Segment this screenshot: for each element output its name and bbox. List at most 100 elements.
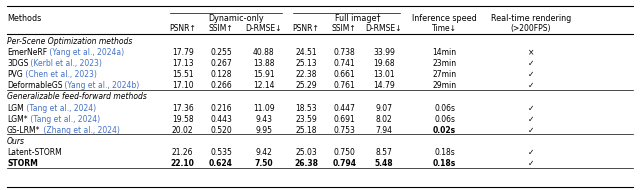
Text: 0.661: 0.661 — [333, 70, 355, 79]
Text: Methods: Methods — [7, 14, 42, 23]
Text: (Tang et al., 2024): (Tang et al., 2024) — [24, 104, 96, 112]
Text: 14min: 14min — [433, 48, 456, 57]
Text: 21.26: 21.26 — [172, 148, 193, 157]
Text: (Yang et al., 2024a): (Yang et al., 2024a) — [47, 48, 124, 57]
Text: 26.38: 26.38 — [294, 159, 318, 168]
Text: Inference speed: Inference speed — [412, 14, 477, 23]
Text: 0.443: 0.443 — [210, 115, 232, 124]
Text: 12.14: 12.14 — [253, 81, 275, 90]
Text: Full image†: Full image† — [335, 14, 380, 23]
Text: 0.255: 0.255 — [210, 48, 232, 57]
Text: 0.520: 0.520 — [210, 126, 232, 135]
Text: Generalizable feed-forward methods: Generalizable feed-forward methods — [7, 92, 147, 101]
Text: 8.57: 8.57 — [376, 148, 392, 157]
Text: (Kerbl et al., 2023): (Kerbl et al., 2023) — [28, 59, 102, 68]
Text: (Tang et al., 2024): (Tang et al., 2024) — [28, 115, 100, 124]
Text: D-RMSE↓: D-RMSE↓ — [246, 24, 282, 33]
Text: 22.10: 22.10 — [171, 159, 195, 168]
Text: 25.18: 25.18 — [295, 126, 317, 135]
Text: 0.267: 0.267 — [210, 59, 232, 68]
Text: LGM*: LGM* — [7, 115, 28, 124]
Text: 9.43: 9.43 — [255, 115, 272, 124]
Text: ✓: ✓ — [527, 159, 534, 168]
Text: 0.741: 0.741 — [333, 59, 355, 68]
Text: 5.48: 5.48 — [374, 159, 393, 168]
Text: 0.447: 0.447 — [333, 104, 355, 112]
Text: 23.59: 23.59 — [295, 115, 317, 124]
Text: SSIM↑: SSIM↑ — [332, 24, 356, 33]
Text: 0.753: 0.753 — [333, 126, 355, 135]
Text: 0.216: 0.216 — [210, 104, 232, 112]
Text: 25.13: 25.13 — [295, 59, 317, 68]
Text: 40.88: 40.88 — [253, 48, 275, 57]
Text: 14.79: 14.79 — [373, 81, 395, 90]
Text: (Zhang et al., 2024): (Zhang et al., 2024) — [40, 126, 120, 135]
Text: 19.58: 19.58 — [172, 115, 193, 124]
Text: Per-Scene Optimization methods: Per-Scene Optimization methods — [7, 37, 132, 46]
Text: 22.38: 22.38 — [295, 70, 317, 79]
Text: 17.79: 17.79 — [172, 48, 193, 57]
Text: 13.88: 13.88 — [253, 59, 275, 68]
Text: LGM: LGM — [7, 104, 24, 112]
Text: 19.68: 19.68 — [373, 59, 395, 68]
Text: 0.06s: 0.06s — [434, 115, 455, 124]
Text: 0.738: 0.738 — [333, 48, 355, 57]
Text: (Yang et al., 2024b): (Yang et al., 2024b) — [63, 81, 140, 90]
Text: 0.18s: 0.18s — [434, 148, 455, 157]
Text: 11.09: 11.09 — [253, 104, 275, 112]
Text: ✓: ✓ — [527, 115, 534, 124]
Text: Ours: Ours — [7, 137, 25, 146]
Text: 17.10: 17.10 — [172, 81, 193, 90]
Text: 18.53: 18.53 — [295, 104, 317, 112]
Text: ✓: ✓ — [527, 81, 534, 90]
Text: ✓: ✓ — [527, 126, 534, 135]
Text: ✓: ✓ — [527, 104, 534, 112]
Text: 24.51: 24.51 — [295, 48, 317, 57]
Text: ×: × — [527, 48, 534, 57]
Text: 0.266: 0.266 — [210, 81, 232, 90]
Text: 0.691: 0.691 — [333, 115, 355, 124]
Text: (>200FPS): (>200FPS) — [511, 24, 551, 33]
Text: 0.624: 0.624 — [209, 159, 233, 168]
Text: 17.13: 17.13 — [172, 59, 193, 68]
Text: SSIM↑: SSIM↑ — [209, 24, 234, 33]
Text: 3DGS: 3DGS — [7, 59, 28, 68]
Text: 0.18s: 0.18s — [433, 159, 456, 168]
Text: 8.02: 8.02 — [376, 115, 392, 124]
Text: EmerNeRF: EmerNeRF — [7, 48, 47, 57]
Text: 13.01: 13.01 — [373, 70, 395, 79]
Text: (Chen et al., 2023): (Chen et al., 2023) — [23, 70, 97, 79]
Text: ✓: ✓ — [527, 70, 534, 79]
Text: ✓: ✓ — [527, 59, 534, 68]
Text: STORM: STORM — [7, 159, 38, 168]
Text: Dynamic-only: Dynamic-only — [208, 14, 264, 23]
Text: GS-LRM*: GS-LRM* — [7, 126, 40, 135]
Text: 0.06s: 0.06s — [434, 104, 455, 112]
Text: 0.794: 0.794 — [332, 159, 356, 168]
Text: PSNR↑: PSNR↑ — [169, 24, 196, 33]
Text: 0.02s: 0.02s — [433, 126, 456, 135]
Text: 25.29: 25.29 — [295, 81, 317, 90]
Text: PVG: PVG — [7, 70, 23, 79]
Text: 17.36: 17.36 — [172, 104, 193, 112]
Text: 15.51: 15.51 — [172, 70, 193, 79]
Text: 25.03: 25.03 — [295, 148, 317, 157]
Text: 0.761: 0.761 — [333, 81, 355, 90]
Text: Time↓: Time↓ — [432, 24, 457, 33]
Text: 20.02: 20.02 — [172, 126, 193, 135]
Text: 29min: 29min — [433, 81, 456, 90]
Text: 15.91: 15.91 — [253, 70, 275, 79]
Text: 7.50: 7.50 — [255, 159, 273, 168]
Text: 7.94: 7.94 — [376, 126, 392, 135]
Text: 9.07: 9.07 — [376, 104, 392, 112]
Text: 33.99: 33.99 — [373, 48, 395, 57]
Text: 0.128: 0.128 — [211, 70, 232, 79]
Text: 23min: 23min — [433, 59, 456, 68]
Text: 9.95: 9.95 — [255, 126, 272, 135]
Text: DeformableGS: DeformableGS — [7, 81, 63, 90]
Text: 9.42: 9.42 — [255, 148, 272, 157]
Text: 0.535: 0.535 — [210, 148, 232, 157]
Text: 0.750: 0.750 — [333, 148, 355, 157]
Text: Latent-STORM: Latent-STORM — [7, 148, 62, 157]
Text: 27min: 27min — [433, 70, 456, 79]
